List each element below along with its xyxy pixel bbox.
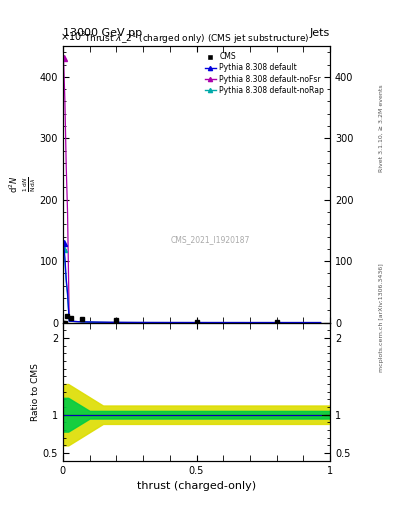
X-axis label: thrust (charged-only): thrust (charged-only): [137, 481, 256, 491]
Text: $\times10^3$: $\times10^3$: [60, 30, 86, 44]
Text: Rivet 3.1.10, ≥ 3.2M events: Rivet 3.1.10, ≥ 3.2M events: [379, 84, 384, 172]
Title: Thrust $\lambda\_2^1$ (charged only) (CMS jet substructure): Thrust $\lambda\_2^1$ (charged only) (CM…: [84, 32, 309, 46]
Text: 13000 GeV pp: 13000 GeV pp: [63, 28, 142, 38]
Y-axis label: Ratio to CMS: Ratio to CMS: [31, 362, 40, 421]
Text: CMS_2021_I1920187: CMS_2021_I1920187: [170, 235, 250, 244]
Legend: CMS, Pythia 8.308 default, Pythia 8.308 default-noFsr, Pythia 8.308 default-noRa: CMS, Pythia 8.308 default, Pythia 8.308 …: [202, 50, 326, 97]
Text: Jets: Jets: [310, 28, 330, 38]
Text: mcplots.cern.ch [arXiv:1306.3436]: mcplots.cern.ch [arXiv:1306.3436]: [379, 263, 384, 372]
Y-axis label: $\mathrm{d}^2N$
$\frac{1}{\mathrm{N}}\frac{\mathrm{d}N}{\mathrm{d}\lambda}$: $\mathrm{d}^2N$ $\frac{1}{\mathrm{N}}\fr…: [7, 176, 38, 193]
